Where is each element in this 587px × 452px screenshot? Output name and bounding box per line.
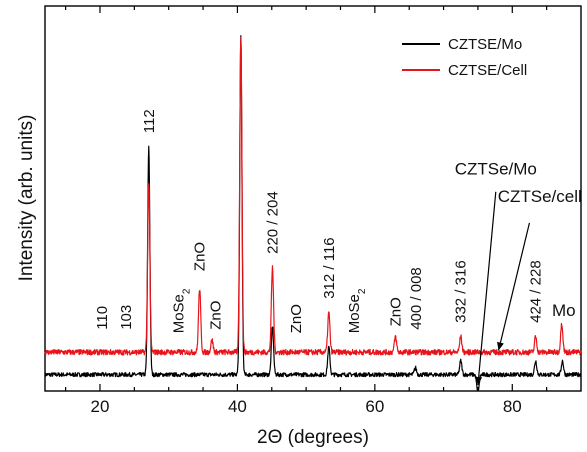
series-line-1 <box>44 35 582 391</box>
peak-label: MoSe2 <box>170 288 192 333</box>
x-tick-label: 20 <box>91 397 110 416</box>
legend: CZTSE/Mo CZTSE/Cell <box>402 36 527 79</box>
peak-label: 112 <box>141 109 158 133</box>
peak-label: ZnO <box>288 304 305 333</box>
x-axis: 20 40 60 80 <box>65 6 548 416</box>
legend-label-series-1: CZTSE/Mo <box>448 36 522 53</box>
peak-label: 103 <box>118 305 135 330</box>
peak-label: 400 / 008 <box>408 267 425 330</box>
peak-label: 312 / 116 <box>321 237 338 298</box>
plot-frame <box>44 5 582 392</box>
peak-label: ZnO <box>192 242 209 271</box>
series-line-2 <box>44 36 582 356</box>
x-axis-title: 2Θ (degrees) <box>257 427 369 448</box>
callout-arrowhead-1 <box>475 376 483 385</box>
callouts: CZTSe/Mo CZTSe/cell <box>455 160 582 386</box>
callout-arrowhead-2 <box>497 341 504 351</box>
peak-label: ZnO <box>388 297 405 326</box>
peak-label: 424 / 228 <box>528 260 545 323</box>
x-tick-label: 40 <box>228 397 247 416</box>
peak-label: 220 / 204 <box>265 191 282 254</box>
peak-label: MoSe2 <box>346 288 368 333</box>
peak-label: 110 <box>94 306 111 330</box>
peak-label: Mo <box>552 301 576 320</box>
series-layer <box>44 35 582 391</box>
callout-label-1: CZTSe/Mo <box>455 160 537 179</box>
x-tick-label: 80 <box>503 397 522 416</box>
x-tick-label: 60 <box>365 397 384 416</box>
callout-label-2: CZTSe/cell <box>498 187 582 206</box>
callout-arrow-1 <box>477 191 497 386</box>
callout-arrow-2 <box>497 222 531 351</box>
peak-label: ZnO <box>207 301 224 330</box>
y-axis-title: Intensity (arb. units) <box>16 115 37 282</box>
peak-label: 332 / 316 <box>453 260 470 323</box>
legend-label-series-2: CZTSE/Cell <box>448 62 527 79</box>
